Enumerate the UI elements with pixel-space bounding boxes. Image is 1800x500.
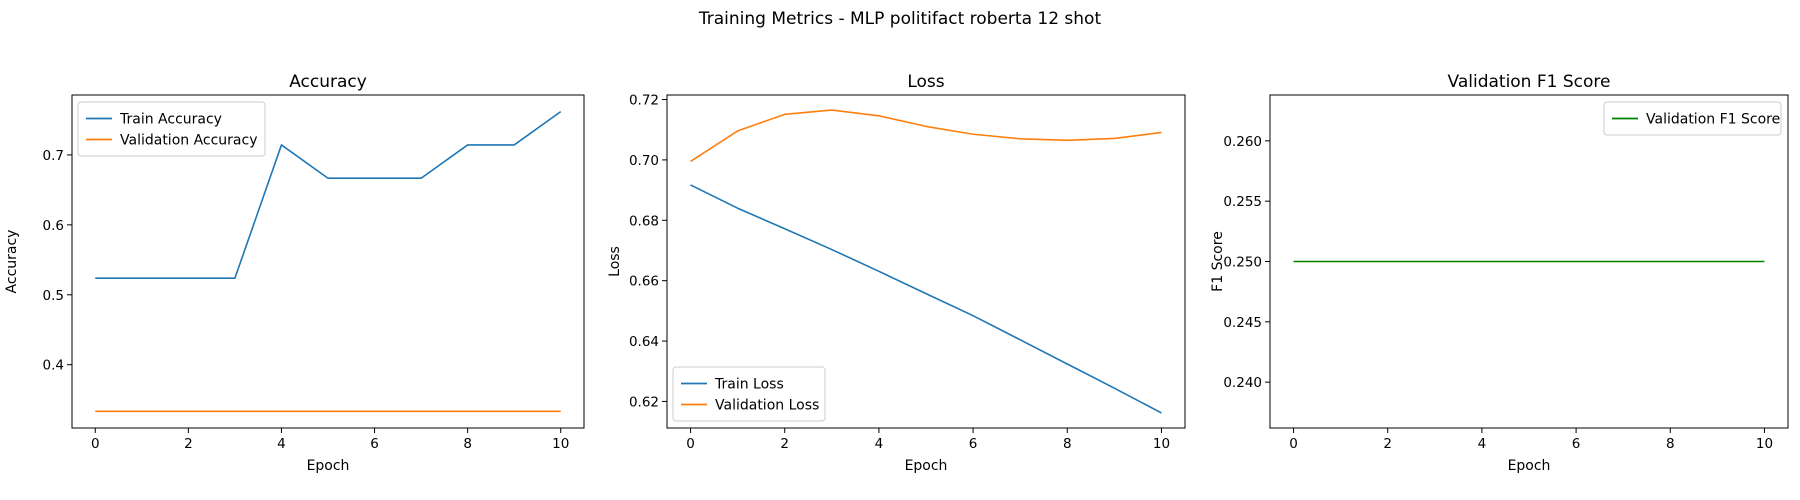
legend-label: Train Loss [714,377,784,393]
series-line-train-loss [690,184,1162,414]
x-tick-label: 0 [91,436,100,452]
y-tick-label: 0.4 [43,358,64,374]
y-tick-label: 0.245 [1223,315,1262,331]
x-axis-label: Epoch [307,458,350,474]
y-tick-label: 0.66 [629,274,659,290]
y-tick-label: 0.240 [1223,375,1262,391]
y-tick-label: 0.64 [629,334,659,350]
x-tick-label: 2 [780,436,789,452]
series-line-validation-loss [690,109,1162,163]
chart-title: Accuracy [289,72,367,92]
x-tick-label: 4 [1478,436,1487,452]
y-tick-label: 0.250 [1223,255,1262,271]
x-tick-label: 0 [686,436,695,452]
chart-panel-1: Accuracy 0 2 4 6 8 10 0.4 0.5 0.6 0.7 Epoch Accuracy… [4,72,585,474]
x-tick-label: 4 [277,436,286,452]
x-tick-label: 6 [969,436,978,452]
chart-panel-3: Validation F1 Score 0 2 4 6 8 10 0.240 0.245 0.25… [1210,72,1789,474]
x-tick-label: 8 [463,436,472,452]
x-axis-label: Epoch [1508,458,1551,474]
y-tick-label: 0.72 [629,93,659,109]
y-tick-label: 0.7 [43,148,64,164]
legend-box [77,101,266,157]
x-tick-label: 8 [1063,436,1072,452]
x-tick-label: 10 [552,436,569,452]
y-axis-label: Accuracy [4,230,20,294]
y-tick-label: 0.70 [629,153,659,169]
legend: Train Accuracy Validation Accuracy [77,101,266,157]
x-axis-label: Epoch [905,458,948,474]
legend: Validation F1 Score [1603,101,1782,136]
legend-box [1603,101,1782,136]
y-axis-label: Loss [607,246,623,277]
y-tick-label: 0.62 [629,394,659,410]
legend: Train Loss Validation Loss [672,366,826,422]
legend-label: Train Accuracy [119,112,222,128]
chart-title: Validation F1 Score [1448,72,1611,92]
y-tick-label: 0.255 [1223,194,1262,210]
x-tick-label: 10 [1756,436,1773,452]
y-tick-label: 0.6 [43,218,64,234]
y-axis-label: F1 Score [1210,231,1226,292]
legend-box [672,366,826,422]
x-tick-label: 2 [184,436,193,452]
x-tick-label: 2 [1383,436,1392,452]
chart-panel-2: Loss 0 2 4 6 8 10 0.62 0.64 0.66 0.68 0.70 0.72 Epoch… [607,72,1186,474]
x-tick-label: 8 [1666,436,1675,452]
y-tick-label: 0.68 [629,213,659,229]
x-tick-label: 6 [370,436,379,452]
legend-label: Validation Loss [715,398,819,414]
plot-area [71,94,585,429]
figure-title: Training Metrics - MLP politifact robert… [698,9,1102,29]
x-tick-label: 4 [875,436,884,452]
x-tick-label: 6 [1572,436,1581,452]
chart-panels: Accuracy 0 2 4 6 8 10 0.4 0.5 0.6 0.7 Epoch Accuracy… [4,72,1789,474]
x-tick-label: 0 [1289,436,1298,452]
x-tick-label: 10 [1153,436,1170,452]
series-line-train-accuracy [95,110,562,279]
legend-label: Validation F1 Score [1646,112,1780,128]
chart-title: Loss [907,72,944,92]
legend-label: Validation Accuracy [120,133,258,149]
y-tick-label: 0.5 [43,288,64,304]
y-tick-label: 0.260 [1223,134,1262,150]
plot-area [666,94,1186,429]
